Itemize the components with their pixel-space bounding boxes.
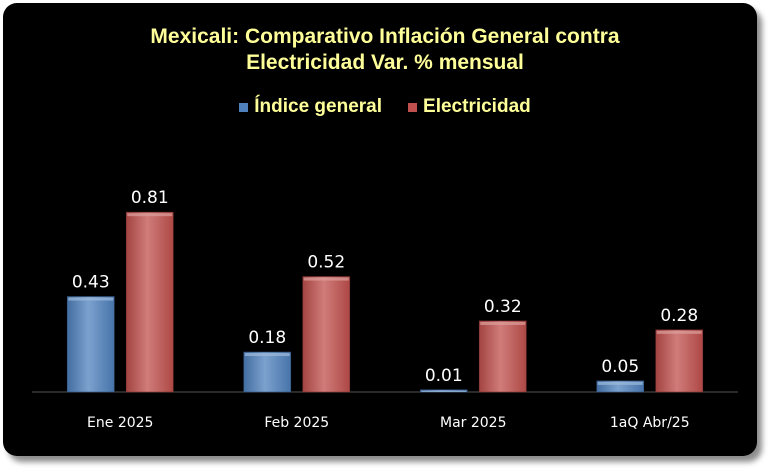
chart-legend: Índice general Electricidad [0,96,770,118]
bar-highlight-1-3 [656,330,702,334]
bar-electricidad-1 [302,276,351,393]
x-tick-label-3: 1aQ Abr/25 [610,415,690,431]
data-label-indice-general-0: 0.43 [72,273,110,293]
bar-highlight-0-1 [244,353,290,357]
data-label-electricidad-0: 0.81 [131,188,169,208]
data-label-indice-general-3: 0.05 [601,357,639,377]
x-tick-label-1: Feb 2025 [264,415,329,431]
data-label-electricidad-2: 0.32 [484,297,522,317]
data-label-electricidad-1: 0.52 [307,253,345,273]
bar-highlight-0-3 [597,381,643,385]
bar-electricidad-2 [478,320,527,393]
legend-item-electricidad: Electricidad [408,96,531,118]
bar-highlight-1-1 [303,277,349,281]
data-label-indice-general-2: 0.01 [425,366,463,386]
legend-swatch-electricidad [408,102,418,112]
legend-label-electricidad: Electricidad [423,96,531,117]
data-label-indice-general-1: 0.18 [248,328,286,348]
bar-electricidad-3 [655,329,704,393]
data-label-electricidad-3: 0.28 [660,306,698,326]
legend-label-indice-general: Índice general [254,96,383,117]
bar-indice-general-0 [66,296,115,393]
bar-indice-general-3 [596,380,645,393]
legend-swatch-indice-general [239,102,249,112]
bar-indice-general-1 [243,351,292,393]
bar-electricidad-0 [125,211,174,393]
bar-highlight-1-0 [127,213,173,217]
x-tick-label-0: Ene 2025 [87,415,153,431]
chart-title-line-2: Electricidad Var. % mensual [246,51,524,74]
chart-title-line-1: Mexicali: Comparativo Inflación General … [150,25,620,48]
bar-highlight-0-2 [421,390,467,392]
x-tick-label-2: Mar 2025 [440,415,507,431]
bar-highlight-1-2 [480,321,526,325]
legend-item-indice-general: Índice general [239,96,382,118]
bar-highlight-0-0 [68,297,114,301]
